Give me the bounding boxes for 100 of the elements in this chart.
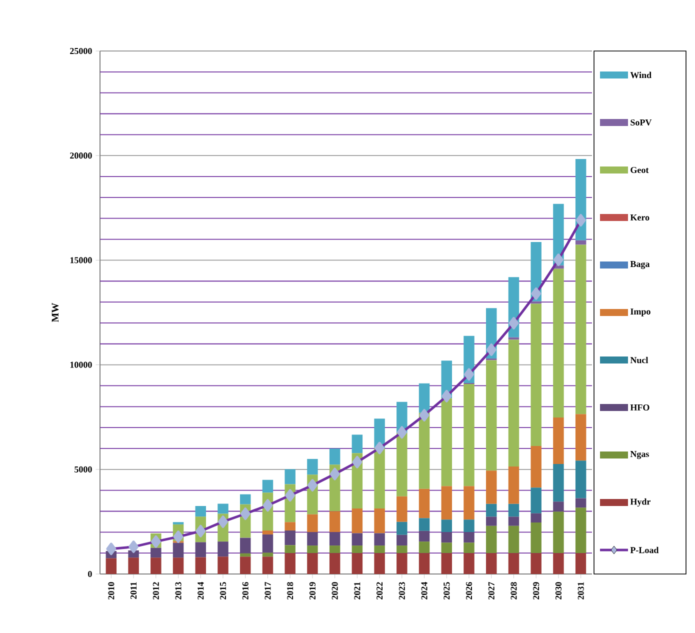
bar [486,526,497,554]
legend-label: Kero [630,214,650,220]
bar [575,553,586,574]
bar [418,488,430,518]
bar [396,553,408,574]
x-tick-label: 2029 [533,582,540,600]
bar [464,520,474,532]
bar [240,556,251,574]
bar [307,553,318,574]
y-tick-label: 15000 [70,257,92,264]
bar [329,546,340,554]
bar [396,496,408,522]
bar [262,552,274,557]
bar [262,530,274,534]
bar [418,518,430,531]
bar [486,516,497,526]
bar [352,553,363,574]
bar [486,504,497,517]
bar [486,470,497,504]
bar [486,360,497,471]
bar [530,488,542,514]
bar [464,486,474,520]
bar [352,533,363,546]
bar [218,556,228,574]
bar [195,542,206,558]
bar [530,522,542,554]
bar [530,513,542,523]
legend-label: Ngas [630,451,649,459]
bar [352,546,363,554]
bar [195,506,206,517]
x-tick-label: 2019 [309,582,316,600]
x-tick-label: 2015 [220,582,226,600]
x-tick-label: 2025 [444,582,450,600]
y-axis-title: MW [52,302,59,322]
bar [195,557,206,574]
bar [575,244,586,414]
bar [396,546,408,554]
x-tick-label: 2024 [421,582,428,600]
bar [150,558,162,574]
bar [240,538,251,554]
bar [553,418,564,464]
bar [441,486,452,520]
bar [284,522,296,530]
bar [284,469,296,484]
bar [553,502,564,512]
bar [418,530,430,542]
legend-label: Hydr [630,498,651,507]
bar [307,458,318,475]
bar [530,304,542,446]
bar [575,508,586,554]
bar [553,268,564,418]
bar [396,432,408,496]
bar [575,498,586,508]
bar [553,512,564,554]
bar [240,494,251,504]
bar [329,511,340,532]
x-tick-label: 2010 [108,582,114,600]
x-tick-label: 2013 [175,582,182,600]
bar [329,448,340,465]
bar [575,414,586,461]
bar [172,542,184,558]
bar [441,553,452,574]
bar [352,508,363,534]
legend-label: SoPV [630,119,652,126]
bar [575,460,586,498]
x-tick-label: 2016 [242,582,248,600]
bar [374,546,385,554]
x-tick-label: 2022 [376,582,383,600]
bar [530,446,542,488]
bar [352,434,363,454]
x-tick-label: 2011 [130,582,137,599]
bar [553,553,564,574]
legend-label: Wind [630,72,652,78]
bar [262,534,274,553]
legend-label: Impo [630,308,650,316]
bar [150,548,162,558]
x-tick-label: 2021 [354,582,360,600]
bar [464,542,474,554]
y-tick-label: 20000 [70,152,92,159]
bar [418,542,430,554]
bar [307,532,318,546]
x-tick-label: 2020 [332,582,338,600]
bar [441,398,452,486]
bar [374,508,385,534]
bar [396,522,408,535]
bar [418,412,430,489]
bar [262,556,274,574]
bar [307,546,318,554]
bar [486,553,497,574]
bar [284,545,296,554]
bar [307,514,318,532]
bar [418,383,430,413]
y-tick-label: 10000 [70,362,92,368]
bar [396,534,408,546]
bar [128,558,139,574]
bar [508,340,520,466]
bar [508,553,520,574]
bar [464,553,474,574]
x-tick-label: 2018 [287,582,294,600]
bar [284,553,296,574]
